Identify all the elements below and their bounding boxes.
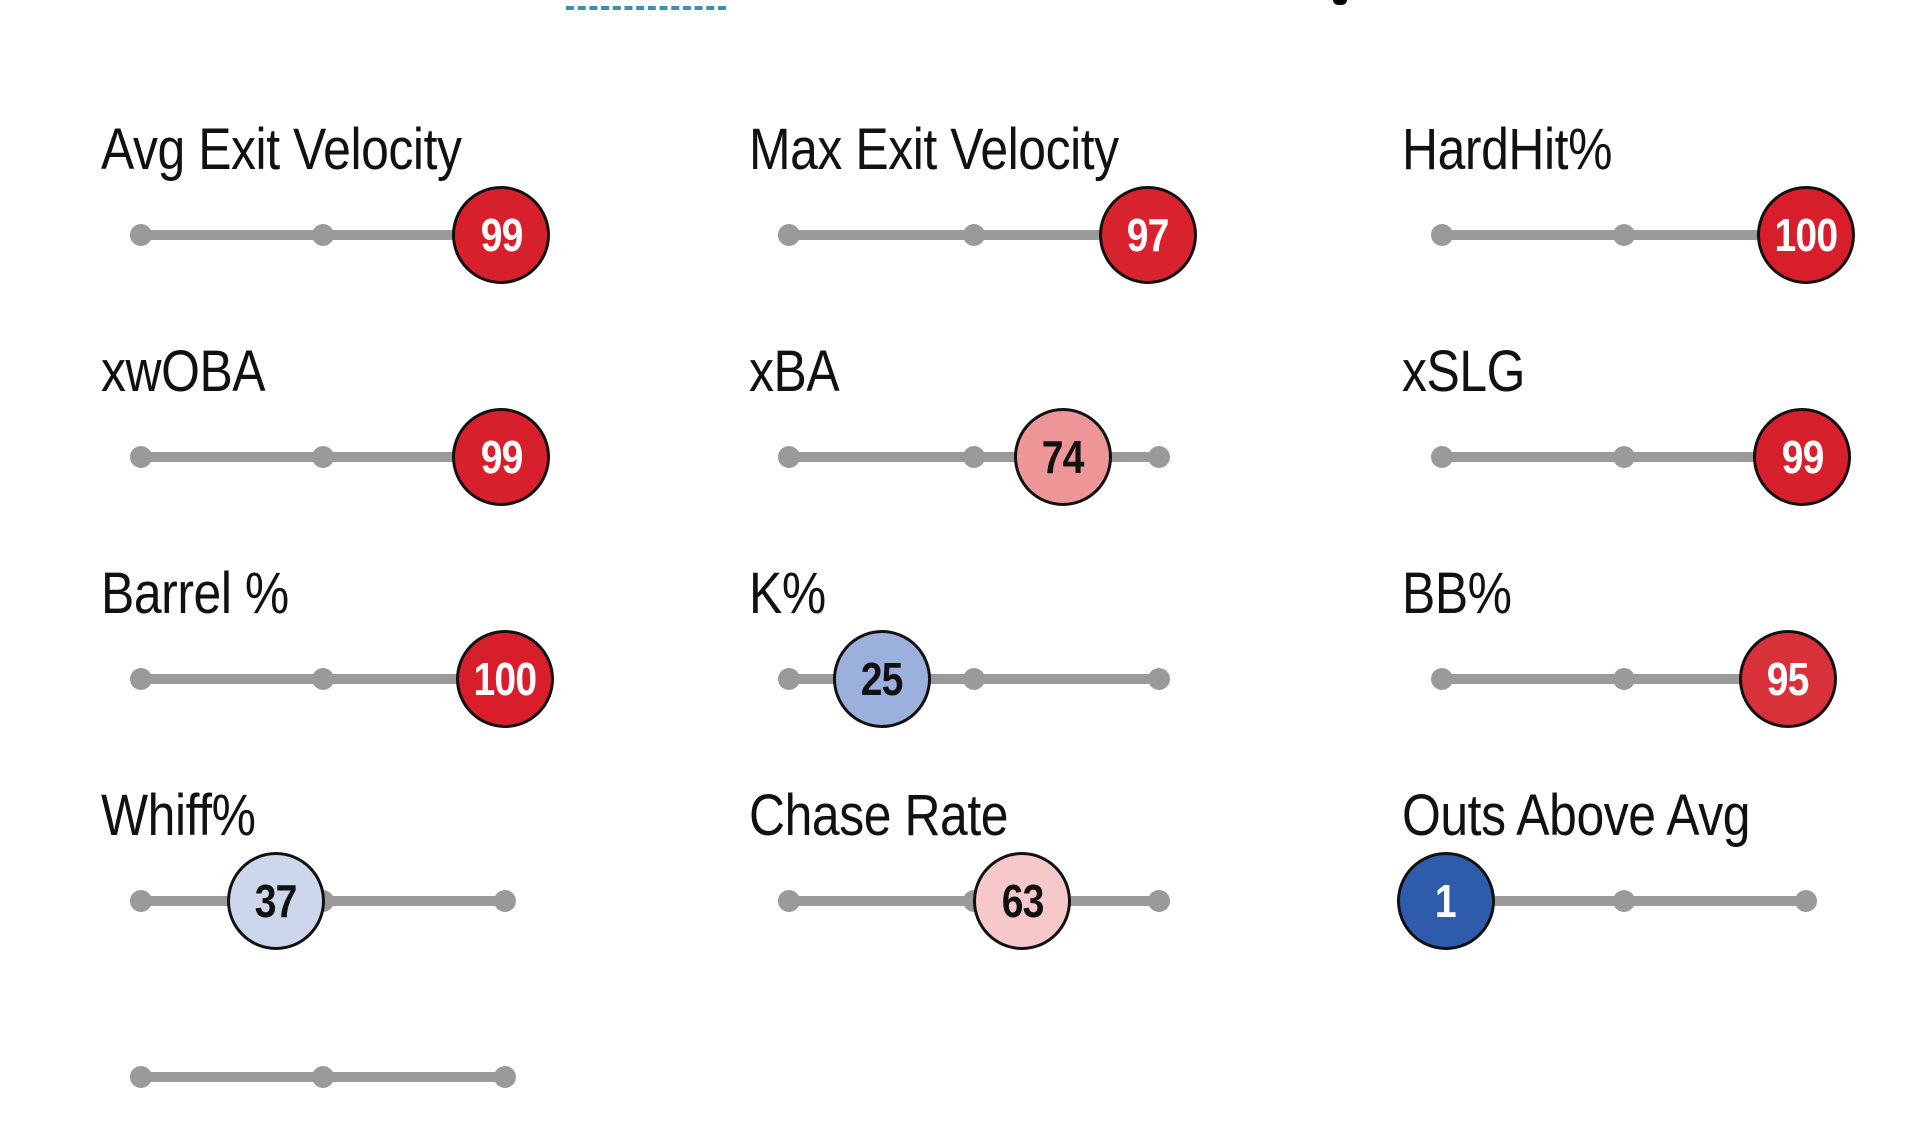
metric-label: Avg Exit Velocity <box>101 117 462 182</box>
slider-tick-end <box>494 1066 516 1088</box>
percentile-slider: 1 <box>1396 852 1817 950</box>
metric-label: Whiff% <box>101 783 256 848</box>
slider-tick-end <box>494 890 516 912</box>
metric-barrel: Barrel % 100 <box>101 562 661 742</box>
slider-tick-start <box>778 224 800 246</box>
metric-empty <box>101 960 661 1140</box>
slider-tick-start <box>130 224 152 246</box>
slider-tick-start <box>1431 446 1453 468</box>
slider-tick-mid <box>312 224 334 246</box>
slider-tick-start <box>130 668 152 690</box>
percentile-value: 99 <box>1781 431 1824 483</box>
percentile-value: 25 <box>860 653 904 705</box>
metric-hardhit: HardHit% 100 <box>1402 118 1920 298</box>
slider-tick-mid <box>1613 224 1635 246</box>
slider-tick-start <box>130 1066 152 1088</box>
percentile-slider: 74 <box>778 408 1170 506</box>
slider-tick-end <box>1148 446 1170 468</box>
percentile-bubble: 95 <box>1738 630 1837 728</box>
slider-tick-start <box>1431 668 1453 690</box>
slider-tick-start <box>1431 224 1453 246</box>
top-dashed-line <box>566 6 726 10</box>
metric-label: Outs Above Avg <box>1402 783 1751 848</box>
percentile-slider: 95 <box>1431 630 1837 728</box>
slider-tick-start <box>778 890 800 912</box>
percentile-slider <box>130 1064 516 1090</box>
percentile-bubble: 99 <box>1753 408 1852 506</box>
percentile-value: 99 <box>480 431 523 483</box>
slider-tick-end <box>1148 890 1170 912</box>
slider-tick-mid <box>312 668 334 690</box>
metric-outs-above-avg: Outs Above Avg 1 <box>1396 783 1920 964</box>
metric-max-exit-velocity: Max Exit Velocity 97 <box>749 118 1309 298</box>
percentile-value: 1 <box>1435 875 1457 927</box>
percentile-bubble: 100 <box>1757 186 1855 284</box>
slider-tick-end <box>1148 668 1170 690</box>
slider-tick-mid <box>312 446 334 468</box>
percentile-slider: 99 <box>130 186 551 284</box>
slider-tick-start <box>778 668 800 690</box>
top-cut-glyph <box>1333 0 1347 5</box>
metric-label: Barrel % <box>101 561 289 626</box>
metric-bb: BB% 95 <box>1402 562 1920 742</box>
percentile-bubble: 99 <box>452 186 551 284</box>
percentile-slider: 100 <box>1431 186 1855 284</box>
slider-tick-mid <box>1613 890 1635 912</box>
percentile-value: 74 <box>1041 431 1085 483</box>
percentile-bubble: 100 <box>456 630 554 728</box>
metric-chase-rate: Chase Rate 63 <box>749 784 1309 964</box>
metric-label: HardHit% <box>1402 117 1612 182</box>
slider-tick-mid <box>1613 668 1635 690</box>
percentile-bubble: 1 <box>1396 852 1495 950</box>
percentile-rankings-grid: Avg Exit Velocity 99 Max Exit Velocity 97 Ha… <box>101 118 1920 1088</box>
slider-tick-start <box>130 446 152 468</box>
metric-k: K% 25 <box>749 562 1309 742</box>
metric-xslg: xSLG 99 <box>1402 340 1920 520</box>
percentile-bubble: 99 <box>452 408 551 506</box>
percentile-slider: 37 <box>130 852 516 950</box>
slider-tick-mid <box>963 668 985 690</box>
metric-avg-exit-velocity: Avg Exit Velocity 99 <box>101 118 661 298</box>
metric-xwoba: xwOBA 99 <box>101 340 661 520</box>
percentile-slider: 97 <box>778 186 1197 284</box>
metric-label: Max Exit Velocity <box>749 117 1119 182</box>
percentile-bubble: 37 <box>226 852 325 950</box>
metric-label: xwOBA <box>101 339 266 404</box>
percentile-bubble: 97 <box>1098 186 1197 284</box>
percentile-slider: 100 <box>130 630 554 728</box>
percentile-bubble: 25 <box>832 630 931 728</box>
slider-tick-mid <box>312 1066 334 1088</box>
percentile-value: 99 <box>480 209 523 261</box>
slider-tick-mid <box>1613 446 1635 468</box>
slider-tick-start <box>778 446 800 468</box>
percentile-slider: 99 <box>1431 408 1852 506</box>
metric-whiff: Whiff% 37 <box>101 784 661 964</box>
metric-label: Chase Rate <box>749 783 1009 848</box>
metric-label: K% <box>749 561 826 626</box>
percentile-value: 97 <box>1126 209 1170 261</box>
metric-label: xBA <box>749 339 840 404</box>
percentile-value: 37 <box>254 875 298 927</box>
slider-tick-end <box>1795 890 1817 912</box>
percentile-slider: 63 <box>778 852 1170 950</box>
percentile-slider: 25 <box>778 630 1170 728</box>
percentile-value: 100 <box>473 653 538 705</box>
percentile-value: 95 <box>1766 653 1810 705</box>
slider-tick-mid <box>963 224 985 246</box>
metric-label: BB% <box>1402 561 1512 626</box>
percentile-value: 100 <box>1774 209 1839 261</box>
percentile-bubble: 74 <box>1013 408 1112 506</box>
slider-tick-start <box>130 890 152 912</box>
percentile-value: 63 <box>1001 875 1044 927</box>
slider-tick-mid <box>963 446 985 468</box>
percentile-bubble: 63 <box>973 852 1072 950</box>
metric-xba: xBA 74 <box>749 340 1309 520</box>
percentile-slider: 99 <box>130 408 551 506</box>
metric-label: xSLG <box>1402 339 1526 404</box>
